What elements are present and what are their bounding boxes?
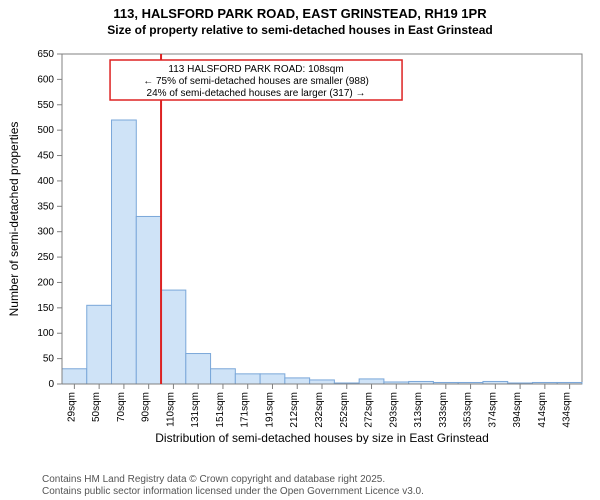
svg-text:← 75% of semi-detached houses: ← 75% of semi-detached houses are smalle… [143,76,369,87]
svg-text:Distribution of semi-detached: Distribution of semi-detached houses by … [155,431,489,444]
svg-text:212sqm: 212sqm [289,392,300,428]
chart-footer: Contains HM Land Registry data © Crown c… [42,474,424,498]
svg-text:650: 650 [37,49,54,60]
svg-text:600: 600 [37,74,54,85]
svg-text:450: 450 [37,151,54,162]
svg-text:250: 250 [37,252,54,263]
svg-text:151sqm: 151sqm [215,392,226,428]
svg-text:252sqm: 252sqm [339,392,350,428]
chart-title-block: 113, HALSFORD PARK ROAD, EAST GRINSTEAD,… [0,0,600,37]
svg-text:100: 100 [37,328,54,339]
svg-text:90sqm: 90sqm [141,392,152,422]
histogram-svg: 0 50 100 150 200 250 300 350 400 450 500 550 600 650 2… [0,44,600,444]
svg-text:394sqm: 394sqm [512,392,523,428]
svg-text:Number of semi-detached proper: Number of semi-detached properties [7,122,21,317]
svg-text:191sqm: 191sqm [264,392,275,428]
svg-text:350: 350 [37,201,54,212]
svg-text:333sqm: 333sqm [438,392,449,428]
svg-text:29sqm: 29sqm [66,392,77,422]
svg-text:24% of semi-detached houses ar: 24% of semi-detached houses are larger (… [147,88,366,99]
svg-text:374sqm: 374sqm [487,392,498,428]
svg-text:550: 550 [37,100,54,111]
svg-text:50: 50 [43,354,55,365]
svg-text:353sqm: 353sqm [463,392,474,428]
chart-title-line1: 113, HALSFORD PARK ROAD, EAST GRINSTEAD,… [0,6,600,21]
footer-line2: Contains public sector information licen… [42,486,424,498]
svg-text:70sqm: 70sqm [116,392,127,422]
svg-text:300: 300 [37,227,54,238]
svg-text:500: 500 [37,125,54,136]
svg-text:110sqm: 110sqm [165,392,176,427]
svg-text:200: 200 [37,277,54,288]
svg-text:232sqm: 232sqm [314,392,325,428]
chart-area: 0 50 100 150 200 250 300 350 400 450 500 550 600 650 2… [0,44,600,500]
svg-text:131sqm: 131sqm [190,392,201,428]
svg-text:293sqm: 293sqm [388,392,399,428]
svg-text:113 HALSFORD PARK ROAD: 108sqm: 113 HALSFORD PARK ROAD: 108sqm [168,64,343,75]
svg-text:434sqm: 434sqm [562,392,573,428]
svg-text:313sqm: 313sqm [413,392,424,428]
svg-text:0: 0 [48,379,54,390]
svg-text:272sqm: 272sqm [364,392,375,428]
svg-text:171sqm: 171sqm [240,392,251,428]
chart-title-line2: Size of property relative to semi-detach… [0,23,600,37]
svg-text:50sqm: 50sqm [91,392,102,422]
footer-line1: Contains HM Land Registry data © Crown c… [42,474,424,486]
svg-text:150: 150 [37,303,54,314]
svg-text:400: 400 [37,176,54,187]
svg-text:414sqm: 414sqm [537,392,548,428]
